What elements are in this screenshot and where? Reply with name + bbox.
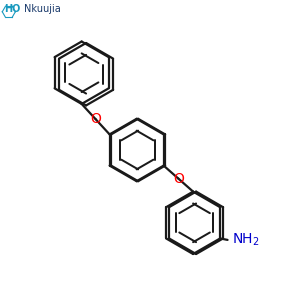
Text: O: O — [90, 112, 101, 126]
Text: HO: HO — [4, 4, 21, 14]
Text: O: O — [173, 172, 184, 186]
Text: Nkuujia: Nkuujia — [24, 4, 60, 14]
Text: NH$_2$: NH$_2$ — [232, 232, 260, 248]
